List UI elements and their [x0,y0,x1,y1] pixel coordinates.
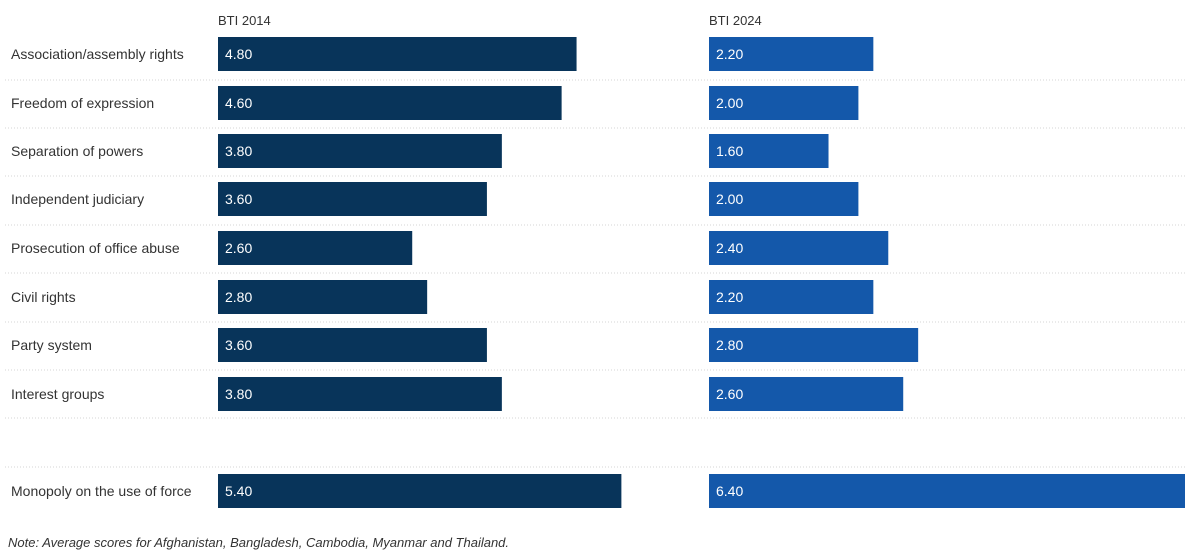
bar-bti-2024 [709,280,874,314]
bar-bti-2014 [218,280,428,314]
bar-value-label: 3.60 [225,337,252,353]
bar-value-label: 3.80 [225,143,252,159]
bar-bti-2024 [709,86,859,120]
bar-bti-2014 [218,231,413,265]
bar-bti-2024 [709,474,1185,508]
bar-bti-2024 [709,328,919,362]
row-label: Prosecution of office abuse [11,240,180,256]
bar-bti-2014 [218,182,487,216]
panel-header-bti-2014: BTI 2014 [218,13,271,28]
bar-bti-2014 [218,37,577,71]
row-label: Freedom of expression [11,95,154,111]
row-label: Monopoly on the use of force [11,483,192,499]
bar-value-label: 5.40 [225,483,252,499]
bar-value-label: 1.60 [716,143,743,159]
bar-value-label: 2.20 [716,46,743,62]
bar-bti-2024 [709,37,874,71]
bar-value-label: 2.00 [716,95,743,111]
bar-bti-2024 [709,377,904,411]
row-label: Association/assembly rights [11,46,184,62]
bar-value-label: 2.00 [716,191,743,207]
row-label: Separation of powers [11,143,143,159]
bar-value-label: 2.60 [716,386,743,402]
bar-value-label: 2.80 [716,337,743,353]
bar-bti-2024 [709,134,829,168]
bar-bti-2024 [709,182,859,216]
bar-value-label: 2.20 [716,289,743,305]
bar-value-label: 3.80 [225,386,252,402]
bar-value-label: 4.60 [225,95,252,111]
bar-value-label: 6.40 [716,483,743,499]
row-label: Party system [11,337,92,353]
bar-value-label: 2.40 [716,240,743,256]
chart-note: Note: Average scores for Afghanistan, Ba… [8,535,510,550]
row-label: Civil rights [11,289,76,305]
panel-header-bti-2024: BTI 2024 [709,13,762,28]
bar-bti-2024 [709,231,889,265]
bar-value-label: 2.60 [225,240,252,256]
bar-bti-2014 [218,134,502,168]
bar-value-label: 4.80 [225,46,252,62]
bar-value-label: 3.60 [225,191,252,207]
row-label: Interest groups [11,386,104,402]
bar-bti-2014 [218,86,562,120]
row-label: Independent judiciary [11,191,144,207]
bar-bti-2014 [218,328,487,362]
bar-bti-2014 [218,377,502,411]
bar-bti-2014 [218,474,622,508]
bar-value-label: 2.80 [225,289,252,305]
